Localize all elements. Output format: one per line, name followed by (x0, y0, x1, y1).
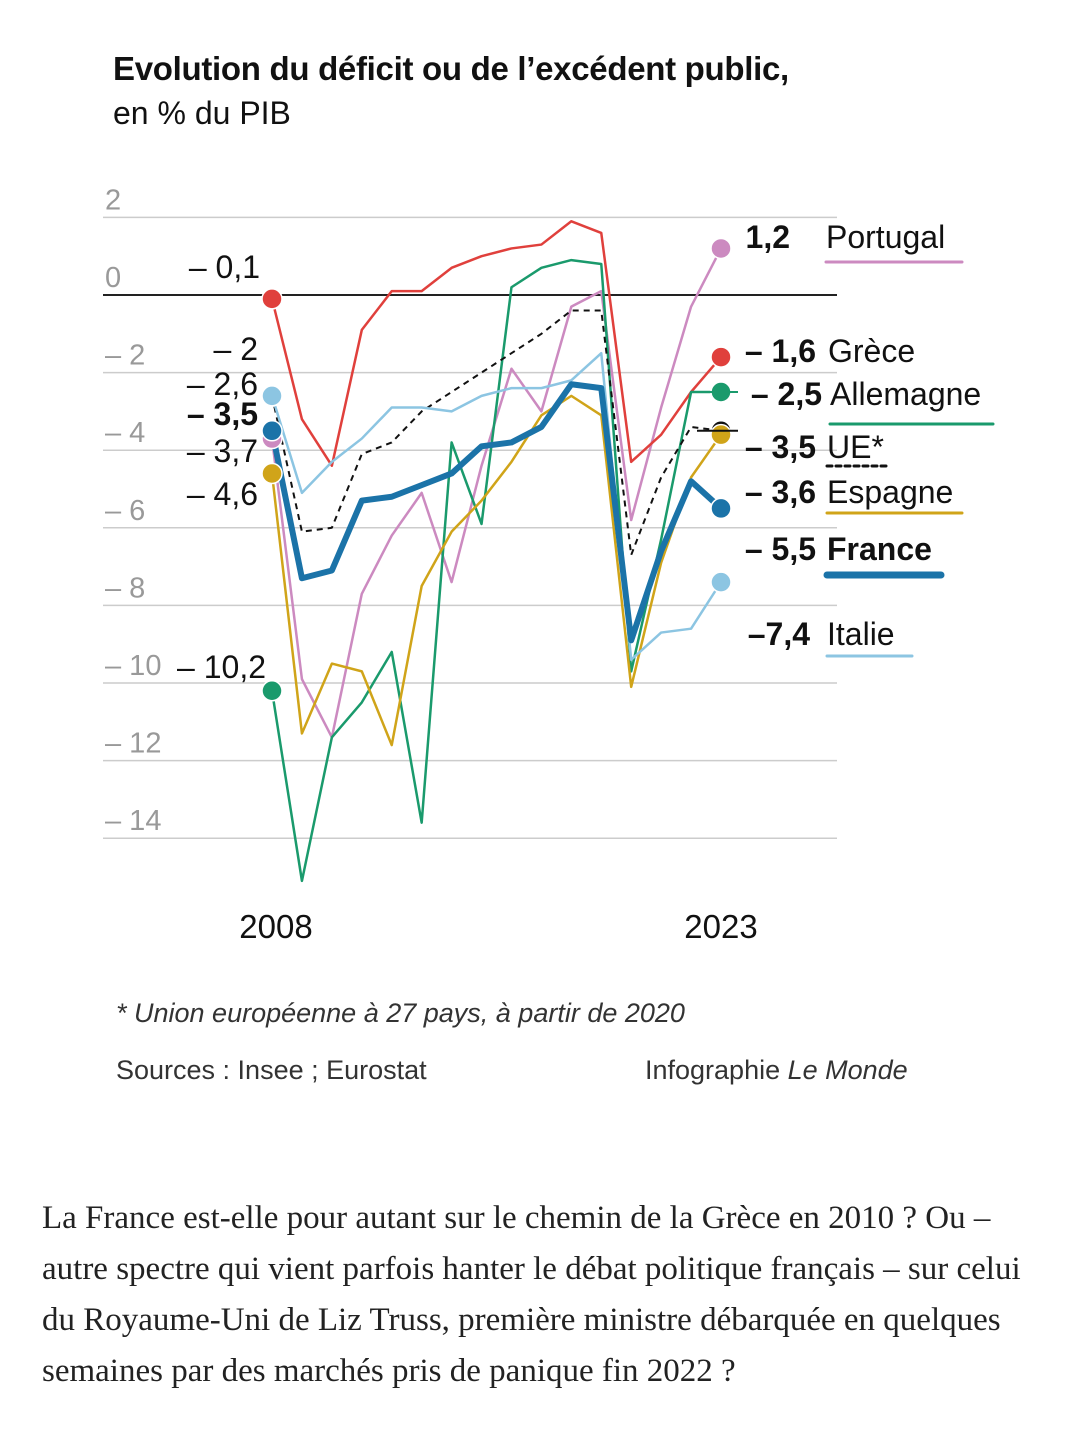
x-tick-label: 2008 (239, 908, 312, 945)
start-dot (261, 385, 283, 407)
start-label-grece: – 0,1 (189, 249, 260, 285)
legend-value: – 3,5 (745, 429, 816, 465)
article-paragraph: La France est-elle pour autant sur le ch… (42, 1200, 1021, 1389)
series-line-italie (270, 351, 723, 661)
end-dot (710, 237, 732, 260)
legend-value: 1,2 (746, 219, 790, 255)
end-dot (710, 497, 732, 520)
legend-value: – 2,5 (751, 376, 822, 412)
credit-prefix: Infographie (645, 1055, 788, 1085)
legend-value: – 5,5 (745, 531, 816, 567)
end-dot (710, 423, 732, 446)
start-label-ue: – 2,6 (187, 366, 258, 402)
series-line-grce (270, 220, 722, 467)
start-label-portugal: – 3,7 (187, 433, 258, 469)
y-tick-label: – 8 (105, 572, 145, 604)
series-line-portugal (270, 247, 723, 739)
y-tick-label: 2 (105, 184, 121, 216)
chart-subtitle: en % du PIB (113, 95, 291, 131)
legend-value: –7,4 (748, 616, 810, 652)
start-label-portugal-top: – 2 (214, 331, 258, 367)
footnote: * Union européenne à 27 pays, à partir d… (116, 998, 685, 1028)
legend-name: Portugal (826, 219, 945, 255)
start-dot (261, 288, 283, 310)
sources: Sources : Insee ; Eurostat (116, 1055, 427, 1085)
credit: Infographie Le Monde (645, 1055, 908, 1086)
legend-name: Grèce (828, 333, 915, 369)
y-tick-label: – 10 (105, 650, 161, 682)
line-chart: 2 0 – 2 – 4 – 6 – 8 – 10 – 12 – 14 2008 2023 – 0,1 –… (103, 184, 995, 945)
y-tick-label: – 2 (105, 340, 145, 372)
series-line-espagne (270, 394, 723, 747)
y-tick-label: 0 (105, 262, 121, 294)
credit-name: Le Monde (787, 1055, 908, 1085)
start-label-allemagne: – 10,2 (177, 649, 266, 685)
start-dot (261, 680, 283, 702)
end-dot (710, 571, 732, 593)
x-tick-label: 2023 (684, 908, 757, 945)
legend-name: Espagne (827, 474, 953, 510)
y-tick-label: – 12 (105, 728, 161, 760)
series-line-allemagne (270, 258, 721, 883)
y-tick-label: – 4 (105, 417, 145, 449)
start-dot (261, 420, 283, 442)
series-line-france (269, 381, 724, 644)
legend-name: Allemagne (830, 376, 981, 412)
series-line-ue (271, 309, 722, 556)
end-dot (710, 346, 732, 368)
chart-title: Evolution du déficit ou de l’excédent pu… (113, 50, 789, 87)
start-label-france: – 3,5 (187, 396, 258, 432)
legend-value: – 3,6 (745, 474, 816, 510)
start-label-espagne: – 4,6 (187, 476, 258, 512)
legend-name: Italie (827, 616, 895, 652)
legend-value: – 1,6 (745, 333, 816, 369)
legend-name: UE* (827, 429, 884, 465)
y-tick-label: – 14 (105, 805, 161, 837)
legend-name: France (827, 531, 932, 567)
start-dot (261, 462, 283, 485)
y-tick-label: – 6 (105, 495, 145, 527)
